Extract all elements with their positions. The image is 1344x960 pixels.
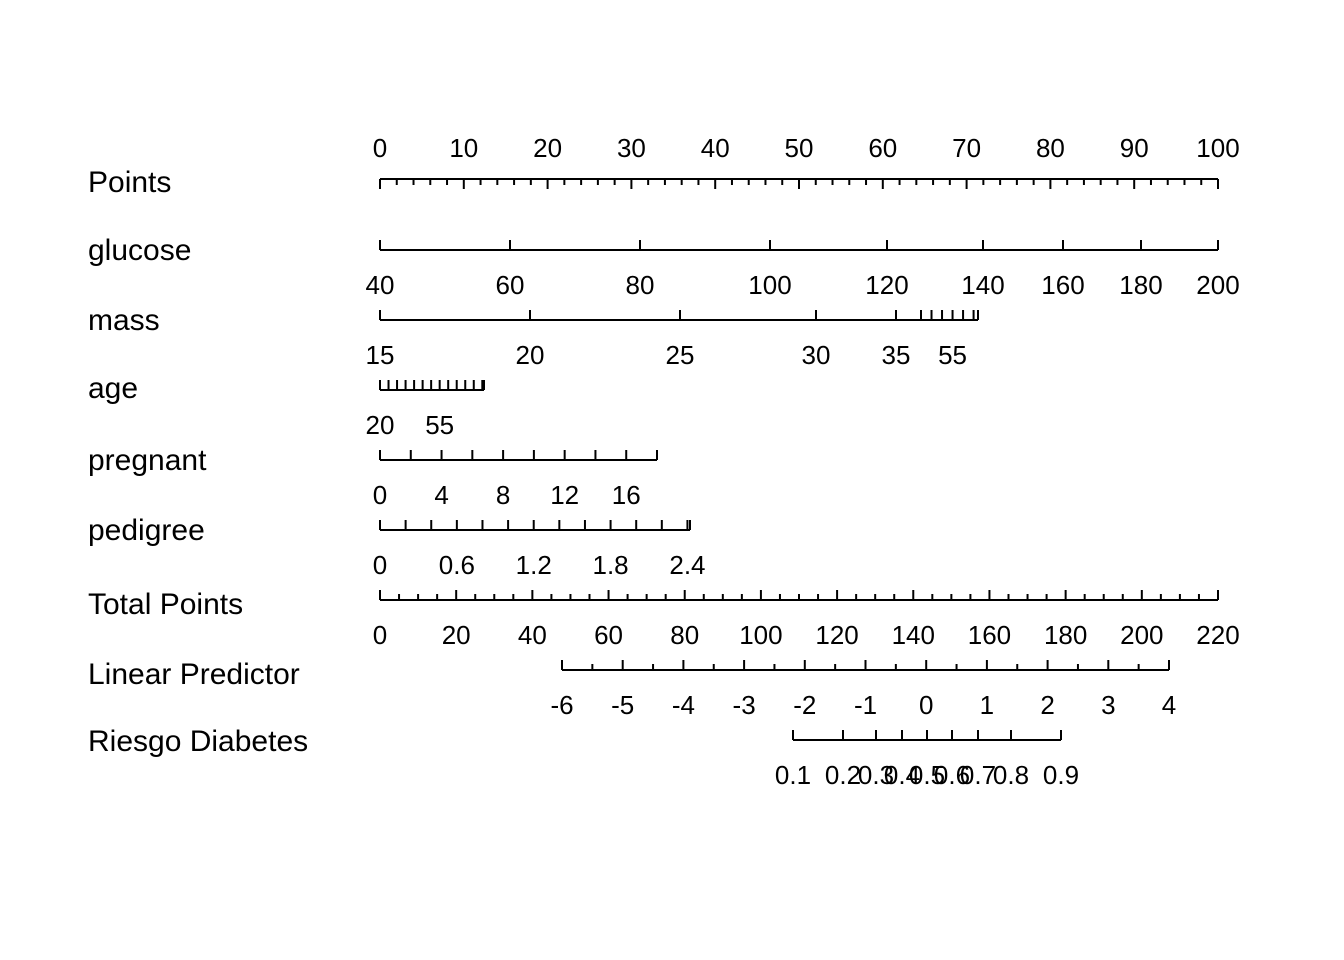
tick-label: 40: [701, 133, 730, 163]
tick-label: 0: [373, 550, 387, 580]
tick-label: 40: [518, 620, 547, 650]
tick-label: 0.5: [909, 760, 945, 790]
axis-total-points: 0 20 40 60 80 100 120 140 160 180 200 220: [373, 590, 1240, 650]
tick-label: 220: [1196, 620, 1239, 650]
axis-mass: 15 20 25 30 35 55: [366, 310, 979, 370]
tick-label: 20: [366, 410, 395, 440]
tick-label: 60: [496, 270, 525, 300]
tick-label: 80: [626, 270, 655, 300]
tick-label: 20: [442, 620, 471, 650]
row-label-riesgo-diabetes: Riesgo Diabetes: [88, 725, 308, 758]
tick-label: 40: [366, 270, 395, 300]
tick-label: 55: [425, 410, 454, 440]
row-label-glucose: glucose: [88, 234, 191, 267]
tick-label: 0.2: [825, 760, 861, 790]
axis-pregnant: 0 4 8 12 16: [373, 450, 658, 510]
tick-label: 80: [1036, 133, 1065, 163]
tick-label: 2: [1040, 690, 1054, 720]
tick-label: 100: [739, 620, 782, 650]
tick-label: 200: [1196, 270, 1239, 300]
tick-label: 20: [516, 340, 545, 370]
tick-label: 90: [1120, 133, 1149, 163]
tick-label: 1: [980, 690, 994, 720]
tick-label: 180: [1119, 270, 1162, 300]
tick-label: 160: [968, 620, 1011, 650]
tick-label: 200: [1120, 620, 1163, 650]
tick-label: 100: [1196, 133, 1239, 163]
tick-label: 30: [617, 133, 646, 163]
tick-label: 1.2: [516, 550, 552, 580]
tick-label: 180: [1044, 620, 1087, 650]
tick-label: -4: [672, 690, 695, 720]
tick-label: 80: [670, 620, 699, 650]
tick-label: 100: [748, 270, 791, 300]
tick-label: 140: [892, 620, 935, 650]
tick-label: 4: [434, 480, 448, 510]
tick-label: -3: [733, 690, 756, 720]
row-label-pedigree: pedigree: [88, 514, 205, 547]
tick-label: 140: [961, 270, 1004, 300]
tick-label: 0.7: [960, 760, 996, 790]
tick-label: 120: [865, 270, 908, 300]
tick-label: -6: [550, 690, 573, 720]
tick-label: 0.8: [993, 760, 1029, 790]
tick-label: 0: [373, 620, 387, 650]
tick-label: -1: [854, 690, 877, 720]
tick-label: 16: [612, 480, 641, 510]
tick-label: 35: [882, 340, 911, 370]
tick-label: 10: [449, 133, 478, 163]
axis-pedigree: 0 0.6 1.2 1.8 2.4: [373, 520, 706, 580]
tick-label: 12: [550, 480, 579, 510]
tick-label: 25: [666, 340, 695, 370]
tick-label: 60: [868, 133, 897, 163]
tick-label: 20: [533, 133, 562, 163]
tick-label: 60: [594, 620, 623, 650]
tick-label: -2: [793, 690, 816, 720]
row-label-linear-predictor: Linear Predictor: [88, 658, 300, 691]
tick-label: 0.3: [858, 760, 894, 790]
tick-label: 70: [952, 133, 981, 163]
tick-label: 160: [1041, 270, 1084, 300]
axis-age: 20 55: [366, 380, 485, 440]
tick-label: 8: [496, 480, 510, 510]
tick-label: 1.8: [593, 550, 629, 580]
tick-label: 0: [373, 480, 387, 510]
row-label-pregnant: pregnant: [88, 444, 207, 477]
tick-label: -5: [611, 690, 634, 720]
axis-linear-predictor: -6 -5 -4 -3 -2 -1 0 1 2 3 4: [550, 660, 1176, 720]
tick-label: 0.4: [884, 760, 920, 790]
tick-label: 55: [938, 340, 967, 370]
tick-label: 0.6: [934, 760, 970, 790]
axis-riesgo-diabetes: 0.1 0.20.30.40.50.60.70.8 0.9: [775, 730, 1079, 790]
tick-label: 50: [785, 133, 814, 163]
tick-label: 2.4: [669, 550, 705, 580]
tick-label: 4: [1162, 690, 1176, 720]
row-label-age: age: [88, 372, 138, 405]
tick-label: 0: [919, 690, 933, 720]
tick-label: 0.1: [775, 760, 811, 790]
row-label-total-points: Total Points: [88, 588, 243, 621]
tick-label: 120: [815, 620, 858, 650]
tick-label: 0.9: [1043, 760, 1079, 790]
tick-label: 15: [366, 340, 395, 370]
tick-label: 0: [373, 133, 387, 163]
axis-points: 0 10 20 30 40 50 60 70 80 90 100: [373, 133, 1240, 189]
tick-label: 0.6: [439, 550, 475, 580]
axis-glucose: 40 60 80 100 120 140 160 180 200: [366, 240, 1240, 300]
row-label-mass: mass: [88, 304, 160, 337]
tick-label: 3: [1101, 690, 1115, 720]
row-label-points: Points: [88, 166, 171, 199]
tick-label: 30: [802, 340, 831, 370]
